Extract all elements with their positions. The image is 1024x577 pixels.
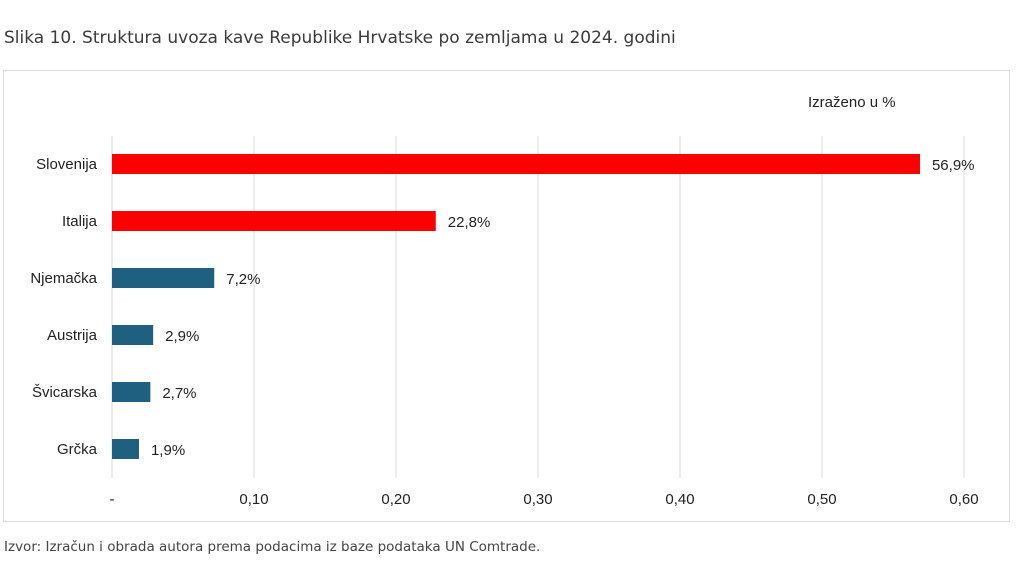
x-tick-label: 0,10 — [239, 491, 268, 508]
category-label: Njemačka — [30, 270, 97, 287]
data-label: 56,9% — [932, 157, 975, 174]
bar — [112, 268, 215, 288]
chart-frame — [3, 70, 1010, 522]
bar — [112, 325, 154, 345]
data-label: 7,2% — [226, 271, 260, 288]
bar — [112, 382, 151, 402]
figure-title: Slika 10. Struktura uvoza kave Republike… — [4, 28, 676, 48]
x-tick-label: 0,50 — [807, 491, 836, 508]
x-tick-label: 0,40 — [665, 491, 694, 508]
category-label: Grčka — [57, 441, 98, 458]
data-label: 22,8% — [448, 214, 491, 231]
category-label: Italija — [62, 213, 98, 230]
x-tick-label: 0,30 — [523, 491, 552, 508]
x-tick-label: - — [110, 491, 115, 508]
data-label: 1,9% — [151, 442, 185, 459]
data-label: 2,7% — [162, 385, 196, 402]
category-label: Slovenija — [36, 156, 98, 173]
category-label: Austrija — [47, 327, 98, 344]
category-label: Švicarska — [32, 384, 98, 401]
unit-note: Izraženo u % — [808, 94, 896, 111]
bar — [112, 211, 436, 231]
x-tick-label: 0,20 — [381, 491, 410, 508]
source-note: Izvor: Izračun i obrada autora prema pod… — [4, 539, 541, 555]
bar — [112, 439, 139, 459]
data-label: 2,9% — [165, 328, 199, 345]
bar — [112, 154, 920, 174]
x-tick-label: 0,60 — [949, 491, 978, 508]
